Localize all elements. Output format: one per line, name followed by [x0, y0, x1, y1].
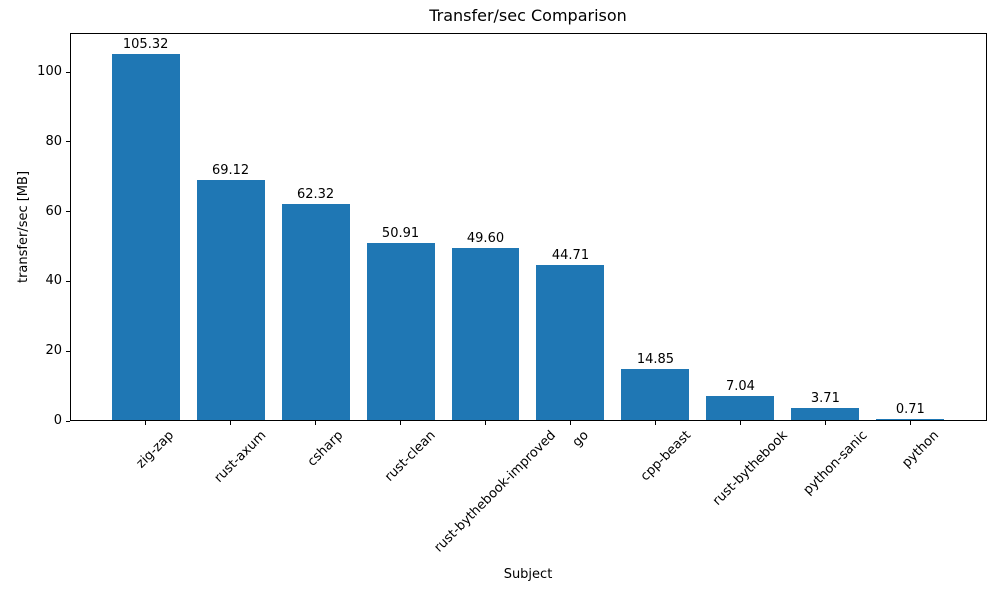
- spine-left: [70, 33, 71, 421]
- y-tick-label: 20: [45, 343, 62, 359]
- bar-value-label: 0.71: [895, 401, 925, 417]
- bar: [366, 243, 435, 421]
- y-tick: [66, 211, 70, 213]
- y-tick: [66, 141, 70, 143]
- bar-value-label: 7.04: [725, 379, 755, 395]
- x-tick: [824, 421, 826, 425]
- x-tick-label: python: [899, 428, 942, 471]
- x-tick-label: rust-bythebook: [710, 428, 791, 509]
- chart-title: Transfer/sec Comparison: [429, 6, 627, 25]
- y-tick-label: 60: [45, 203, 62, 219]
- bar: [451, 247, 520, 421]
- x-tick: [569, 421, 571, 425]
- y-tick-label: 100: [37, 64, 62, 80]
- bar-value-label: 49.60: [466, 230, 505, 246]
- y-tick-label: 0: [53, 413, 62, 428]
- spine-bottom: [70, 420, 987, 421]
- bar: [706, 396, 775, 421]
- x-tick-label: rust-axum: [211, 428, 270, 486]
- x-tick: [654, 421, 656, 425]
- bar-value-label: 3.71: [810, 391, 840, 407]
- plot-area: 105.32 69.12 62.32 50.91 49.60 44.71 14.85 7.04…: [70, 33, 986, 421]
- bar: [876, 418, 945, 421]
- bar: [621, 369, 690, 421]
- x-tick: [400, 421, 402, 425]
- bar: [196, 179, 265, 421]
- y-tick-label: 40: [45, 273, 62, 289]
- bar: [281, 203, 350, 421]
- bar-value-label: 105.32: [122, 36, 169, 52]
- x-tick: [145, 421, 147, 425]
- x-tick-label: python-sanic: [800, 428, 871, 498]
- y-tick: [66, 350, 70, 352]
- x-tick-label: csharp: [304, 428, 347, 470]
- x-tick: [230, 421, 232, 425]
- bar-value-label: 69.12: [211, 162, 250, 178]
- x-tick-label: zig-zap: [134, 428, 178, 472]
- y-tick: [66, 71, 70, 73]
- y-tick: [66, 420, 70, 422]
- bar-value-label: 44.71: [551, 248, 590, 263]
- x-tick: [485, 421, 486, 425]
- bar: [536, 265, 605, 421]
- y-axis-label: transfer/sec [MB]: [16, 170, 31, 284]
- x-tick-label: go: [569, 428, 592, 451]
- x-axis-label: Subject: [503, 567, 553, 582]
- bar-value-label: 14.85: [636, 352, 675, 368]
- spine-top: [70, 33, 987, 34]
- x-tick: [739, 421, 741, 425]
- x-tick: [909, 421, 911, 425]
- y-tick-label: 80: [45, 133, 62, 149]
- x-tick: [315, 421, 317, 425]
- bar-value-label: 62.32: [296, 186, 335, 202]
- x-tick-label: rust-clean: [382, 428, 439, 485]
- spine-right: [986, 33, 987, 421]
- y-tick: [66, 280, 70, 282]
- bar: [791, 408, 860, 421]
- x-tick-label: cpp-beast: [637, 428, 694, 485]
- bar: [111, 53, 180, 421]
- x-tick-label: rust-bythebook-improved: [431, 428, 560, 556]
- bar-value-label: 50.91: [381, 226, 420, 242]
